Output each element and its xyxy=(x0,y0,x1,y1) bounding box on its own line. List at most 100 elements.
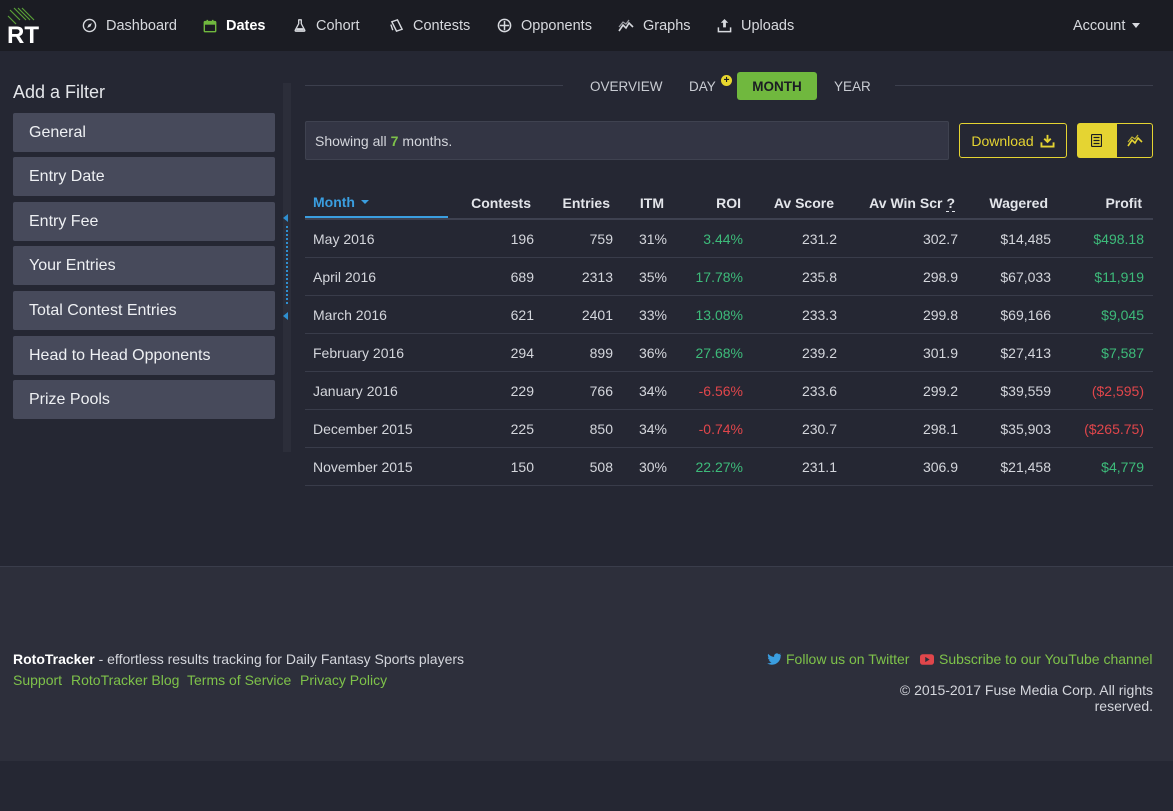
filter-panel-title: Add a Filter xyxy=(13,82,106,102)
cell-roi: -6.56% xyxy=(698,383,743,399)
cell-av-win-scr: 298.1 xyxy=(922,421,958,437)
tab-year[interactable]: YEAR xyxy=(834,78,871,94)
filter-total-contest-entries[interactable]: Total Contest Entries xyxy=(13,291,275,330)
footer-brand-name: RotoTracker xyxy=(13,651,95,667)
footer xyxy=(0,566,1173,761)
cell-profit: $498.18 xyxy=(1093,231,1144,247)
collapse-arrow-icon[interactable] xyxy=(283,312,288,320)
table-view-toggle[interactable] xyxy=(1077,123,1116,158)
tab-month[interactable]: MONTH xyxy=(737,72,817,100)
cell-profit: $4,779 xyxy=(1101,459,1144,475)
cell-av-win-scr: 306.9 xyxy=(922,459,958,475)
cell-roi: 13.08% xyxy=(695,307,743,323)
nav-contests[interactable]: Contests xyxy=(389,0,470,51)
column-header-wagered[interactable]: Wagered xyxy=(989,195,1048,211)
account-label: Account xyxy=(1073,17,1126,34)
nav-dates-label: Dates xyxy=(226,17,266,34)
column-header-profit[interactable]: Profit xyxy=(1105,195,1142,211)
drag-handle-icon[interactable] xyxy=(286,226,288,304)
cell-itm: 33% xyxy=(638,307,667,323)
column-header-contests[interactable]: Contests xyxy=(471,195,531,211)
nav-cohort-label: Cohort xyxy=(316,17,360,34)
cell-entries: 2313 xyxy=(581,269,613,285)
table-row: May 2016 196 759 31% 3.44% 231.2 302.7 $14,485 $… xyxy=(305,220,1153,258)
download-button[interactable]: Download xyxy=(959,123,1067,158)
cell-entries: 850 xyxy=(589,421,613,437)
svg-text:RT: RT xyxy=(7,22,39,48)
twitter-label: Follow us on Twitter xyxy=(786,651,910,667)
cell-entries: 759 xyxy=(589,231,613,247)
nav-graphs[interactable]: Graphs xyxy=(618,0,691,51)
cell-itm: 36% xyxy=(638,345,667,361)
table-row: April 2016 689 2313 35% 17.78% 235.8 298.9 $67,… xyxy=(305,258,1153,296)
cell-month: April 2016 xyxy=(313,269,377,285)
cell-av-score: 233.3 xyxy=(801,307,837,323)
cell-entries: 508 xyxy=(589,459,613,475)
column-header-av-score[interactable]: Av Score xyxy=(773,195,834,211)
filter-your-entries[interactable]: Your Entries xyxy=(13,246,275,285)
tab-overview[interactable]: OVERVIEW xyxy=(590,78,663,94)
column-header-month[interactable]: Month xyxy=(305,188,448,218)
cell-roi: 3.44% xyxy=(703,231,743,247)
tab-divider-right xyxy=(895,85,1153,86)
column-header-entries[interactable]: Entries xyxy=(562,195,610,211)
line-chart-icon xyxy=(618,19,634,31)
column-header-itm[interactable]: ITM xyxy=(639,195,664,211)
nav-uploads[interactable]: Uploads xyxy=(717,0,794,51)
cell-wagered: $67,033 xyxy=(1000,269,1051,285)
twitter-icon xyxy=(767,653,781,665)
cell-itm: 31% xyxy=(638,231,667,247)
cell-profit: $9,045 xyxy=(1101,307,1144,323)
nav-cohort[interactable]: Cohort xyxy=(293,0,360,51)
nav-dates[interactable]: Dates xyxy=(203,0,266,51)
cell-av-score: 230.7 xyxy=(801,421,837,437)
column-header-av-win-scr[interactable]: Av Win Scr ? xyxy=(834,188,955,218)
download-icon xyxy=(1040,134,1055,148)
clipboard-icon xyxy=(390,19,404,32)
summary-prefix: Showing all xyxy=(315,132,387,149)
cell-month: February 2016 xyxy=(313,345,405,361)
nav-uploads-label: Uploads xyxy=(741,17,795,34)
filter-head-to-head-opponents[interactable]: Head to Head Opponents xyxy=(13,336,275,375)
footer-link-terms[interactable]: Terms of Service xyxy=(187,672,292,688)
youtube-link[interactable]: Subscribe to our YouTube channel xyxy=(920,651,1153,667)
crosshair-icon xyxy=(497,18,512,33)
cell-contests: 225 xyxy=(510,421,534,437)
rototracker-logo[interactable]: RT xyxy=(6,6,42,48)
filter-entry-fee[interactable]: Entry Fee xyxy=(13,202,275,241)
footer-tagline: RotoTracker - effortless results trackin… xyxy=(13,651,464,667)
download-label: Download xyxy=(971,132,1034,149)
column-header-roi[interactable]: ROI xyxy=(716,195,741,211)
nav-dashboard[interactable]: Dashboard xyxy=(82,0,177,51)
youtube-label: Subscribe to our YouTube channel xyxy=(939,651,1153,667)
footer-link-blog[interactable]: RotoTracker Blog xyxy=(71,672,180,688)
nav-opponents[interactable]: Opponents xyxy=(497,0,592,51)
cell-roi: 22.27% xyxy=(695,459,743,475)
filter-general[interactable]: General xyxy=(13,113,275,152)
footer-link-support[interactable]: Support xyxy=(13,672,63,688)
filter-entry-date[interactable]: Entry Date xyxy=(13,157,275,196)
nav-contests-label: Contests xyxy=(413,17,471,34)
collapse-arrow-icon[interactable] xyxy=(283,214,288,222)
chevron-down-icon xyxy=(1132,23,1141,28)
cell-profit: $7,587 xyxy=(1101,345,1144,361)
footer-link-privacy[interactable]: Privacy Policy xyxy=(300,672,388,688)
cell-month: January 2016 xyxy=(313,383,398,399)
filter-prize-pools[interactable]: Prize Pools xyxy=(13,380,275,419)
table-row: February 2016 294 899 36% 27.68% 239.2 301.9 $2… xyxy=(305,334,1153,372)
compass-icon xyxy=(82,18,97,33)
cell-contests: 294 xyxy=(510,345,534,361)
cell-roi: 27.68% xyxy=(695,345,743,361)
help-icon[interactable]: ? xyxy=(946,194,955,212)
cell-contests: 621 xyxy=(510,307,534,323)
cell-entries: 899 xyxy=(589,345,613,361)
twitter-link[interactable]: Follow us on Twitter xyxy=(767,651,909,667)
tab-day[interactable]: DAY xyxy=(689,78,716,94)
cell-month: November 2015 xyxy=(313,459,413,475)
table-row: March 2016 621 2401 33% 13.08% 233.3 299.8 $69,… xyxy=(305,296,1153,334)
account-menu[interactable]: Account xyxy=(1073,0,1141,51)
plus-icon: + xyxy=(721,75,732,86)
cell-contests: 229 xyxy=(510,383,534,399)
cell-av-score: 233.6 xyxy=(801,383,837,399)
chart-view-toggle[interactable] xyxy=(1116,123,1153,158)
